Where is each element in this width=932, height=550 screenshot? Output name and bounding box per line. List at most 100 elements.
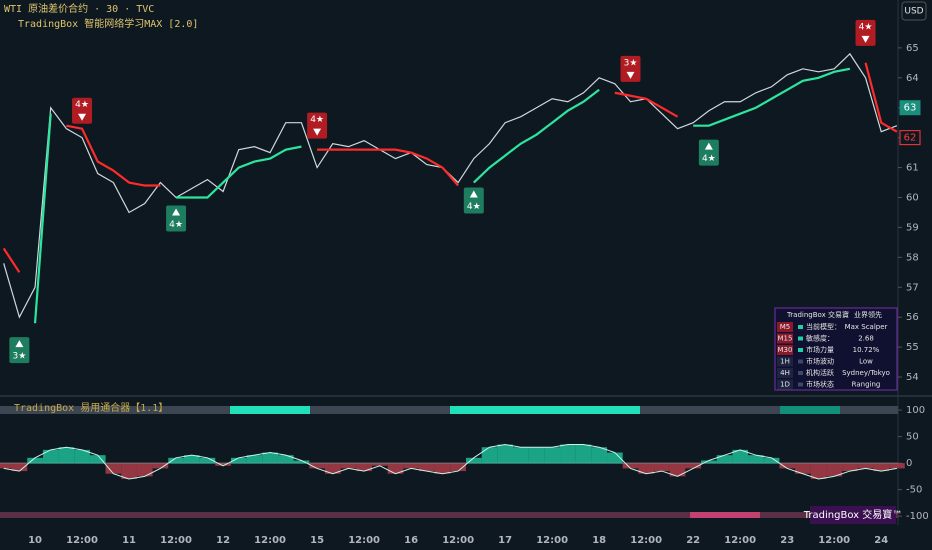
table-swatch: [798, 371, 803, 375]
oscillator-bar: [230, 457, 247, 464]
oscillator-bar: [199, 457, 216, 464]
signal-box: [9, 337, 30, 364]
table-cell: Max Scalper: [845, 323, 888, 331]
oscillator-bar: [575, 444, 592, 464]
oscillator-bar: [277, 455, 294, 464]
signal-arrow: [626, 71, 635, 79]
table-tf-cell: [777, 345, 793, 355]
y-tick-label: -100: [906, 511, 929, 522]
oscillator-bar: [857, 463, 874, 469]
table-header: 业界领先: [854, 310, 882, 319]
x-tick-label: 24: [874, 535, 888, 546]
y-tick-label: 50: [906, 432, 919, 443]
oscillator-bar: [591, 447, 608, 464]
signal-box: [463, 187, 484, 214]
oscillator-bar: [481, 447, 498, 464]
y-tick-label: 55: [906, 342, 919, 353]
price-label: 62: [904, 133, 917, 144]
table-tf-cell: [777, 333, 793, 344]
signal-label: 4★: [75, 100, 89, 110]
signal-arrow: [172, 208, 181, 216]
oscillator-bar: [701, 460, 717, 464]
x-tick-label: 16: [404, 535, 418, 546]
oscillator-bar: [638, 463, 655, 474]
y-tick-label: 100: [906, 405, 925, 416]
oscillator-bar: [779, 463, 796, 469]
y-tick-label: 58: [906, 252, 919, 263]
signal-box: [72, 97, 93, 124]
y-tick-label: -50: [906, 485, 922, 496]
table-swatch: [798, 348, 803, 352]
oscillator-bar: [669, 463, 686, 477]
x-tick-label: 17: [498, 535, 512, 546]
oscillator-bar: [497, 444, 514, 464]
table-cell: M15: [778, 335, 793, 343]
signal-box: [307, 112, 328, 139]
y-tick-label: 59: [906, 222, 919, 233]
oscillator-bar: [136, 463, 153, 477]
y-tick-label: 61: [906, 163, 919, 174]
oscillator-bar: [873, 463, 890, 472]
x-tick-label: 22: [686, 535, 700, 546]
table-cell: 10.72%: [853, 346, 880, 354]
table-tf-cell: [777, 368, 793, 378]
oscillator-bar: [450, 463, 466, 472]
currency[interactable]: USD: [904, 7, 923, 17]
x-tick-label: 12:00: [348, 535, 380, 546]
oscillator-bar: [795, 463, 811, 474]
table-cell: 2.68: [858, 335, 874, 343]
bias-strip: [0, 512, 898, 518]
signal-box: [698, 139, 719, 166]
oscillator-bar: [11, 463, 28, 472]
oscillator-line: [3, 444, 897, 480]
signal-label: 3★: [12, 352, 26, 362]
oscillator-bar: [371, 463, 388, 466]
state-strip-segment: [780, 406, 840, 414]
signal-arrow: [861, 35, 870, 43]
table-tf-cell: [777, 322, 793, 332]
x-tick-label: 10: [28, 535, 42, 546]
oscillator-bar: [418, 463, 435, 472]
oscillator-bar: [685, 463, 702, 469]
oscillator-bar: [513, 447, 529, 464]
table-cell: 机构活跃: [806, 368, 834, 377]
x-tick-label: 18: [592, 535, 606, 546]
indicator-title: TradingBox 智能网络学习MAX [2.0]: [18, 17, 198, 30]
y-tick-label: 57: [906, 282, 919, 293]
oscillator-bar: [716, 455, 733, 464]
oscillator-bar: [42, 449, 59, 464]
table-cell: 市场力量: [806, 345, 834, 354]
table-cell: 1D: [780, 381, 790, 389]
oscillator-bar: [842, 463, 858, 472]
signal-arrow: [469, 190, 478, 198]
info-table: TradingBox 交易寶 业界领先 M5 当前模型： Max Scalper M15 敏…: [774, 307, 898, 391]
currency-button[interactable]: [901, 1, 927, 21]
signal-label: 4★: [702, 154, 716, 164]
oscillator-bar: [810, 463, 827, 480]
oscillator-bar: [356, 463, 372, 472]
oscillator-bar: [732, 449, 749, 464]
oscillator-bar: [105, 463, 122, 474]
x-tick-label: 12:00: [536, 535, 568, 546]
x-tick-label: 12: [216, 535, 230, 546]
table-swatch: [798, 325, 803, 329]
table-swatch: [798, 382, 803, 387]
x-tick-label: 12:00: [724, 535, 756, 546]
oscillator-bar: [309, 463, 325, 469]
oscillator-bar: [293, 460, 310, 464]
table-cell: Ranging: [852, 381, 881, 389]
table-cell: 4H: [780, 369, 790, 377]
signal-label: 4★: [467, 202, 481, 212]
signal-arrow: [313, 128, 322, 136]
oscillator-bar: [89, 455, 106, 464]
x-tick-label: 12:00: [442, 535, 474, 546]
x-tick-label: 11: [122, 535, 136, 546]
x-tick-label: 15: [310, 535, 324, 546]
oscillator-bar: [607, 452, 623, 464]
oscillator-bar: [434, 463, 451, 474]
table-tf-cell: [777, 379, 793, 390]
table-cell: Sydney/Tokyo: [842, 369, 890, 377]
oscillator-bar: [748, 455, 764, 464]
x-tick-label: 12:00: [818, 535, 850, 546]
oscillator-bar: [340, 463, 357, 469]
